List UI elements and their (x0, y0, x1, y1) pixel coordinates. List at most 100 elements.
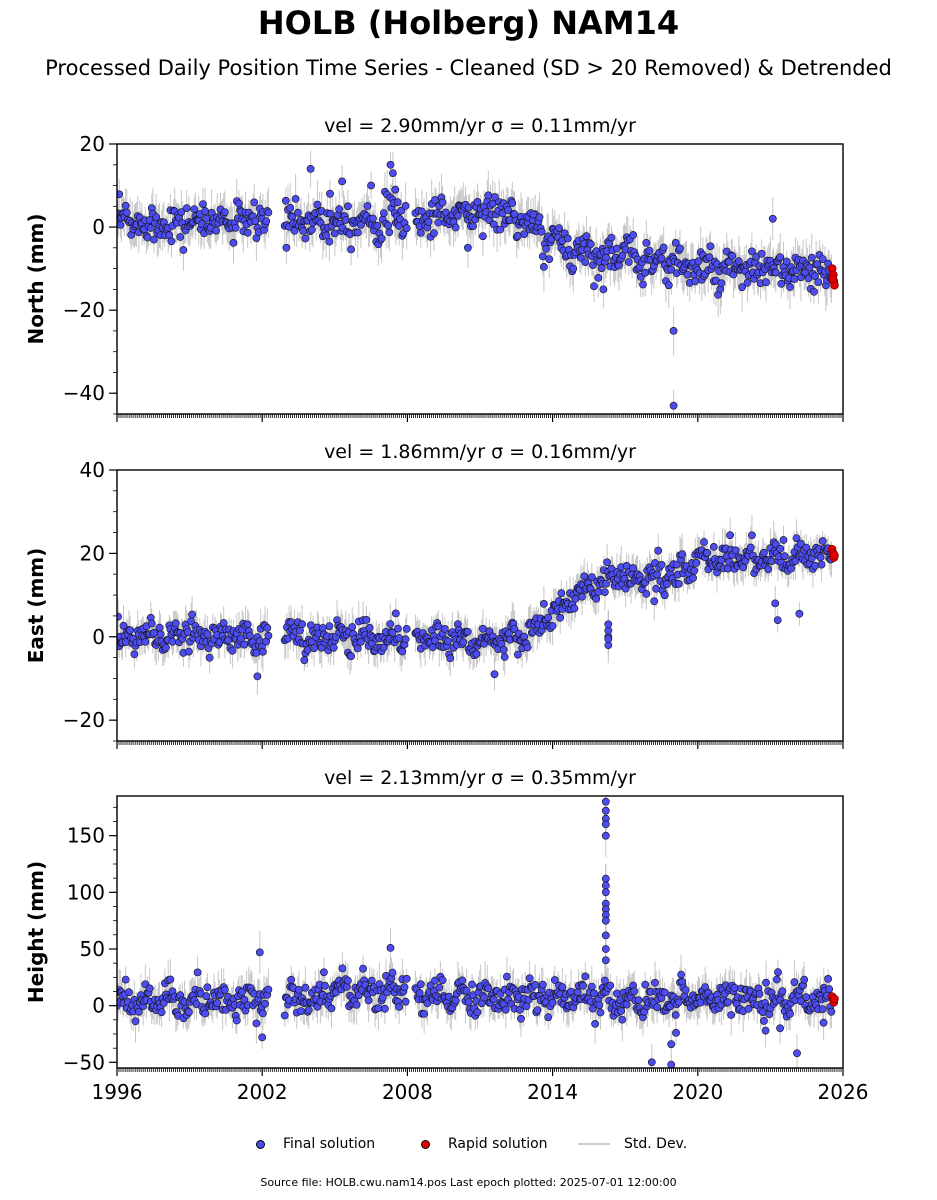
panel-title: vel = 2.90mm/yr σ = 0.11mm/yr (324, 115, 636, 137)
final-solution-point (607, 233, 616, 242)
final-solution-point (462, 986, 471, 995)
final-solution-point (596, 1008, 605, 1017)
final-solution-point (384, 221, 393, 230)
final-solution-point (651, 978, 659, 987)
final-solution-point (426, 981, 435, 990)
final-solution-point (782, 257, 791, 266)
final-solution-point (428, 643, 437, 652)
final-solution-point (587, 982, 596, 991)
final-solution-point (586, 240, 595, 249)
y-tick-label: −20 (63, 708, 105, 732)
final-solution-point (743, 278, 752, 287)
y-tick-label: 20 (80, 541, 105, 565)
final-solution-point (594, 588, 603, 596)
final-solution-point (802, 543, 811, 552)
final-solution-point (556, 613, 565, 622)
final-solution-point (402, 625, 411, 633)
y-tick-label: −20 (63, 298, 105, 322)
final-solution-point (146, 224, 155, 232)
final-solution-point (473, 1008, 482, 1017)
final-solution-point (671, 238, 680, 247)
panel-1: −40 −20 0 20 vel = 2.90mm/yr σ = 0.11mm/yr No… (24, 115, 844, 422)
final-solution-point (776, 1024, 784, 1033)
final-solution-point (126, 626, 135, 635)
final-solution-point (537, 227, 546, 236)
final-solution-point (388, 968, 397, 977)
final-solution-point (500, 653, 509, 661)
final-solution-point (347, 245, 355, 254)
final-solution-point (744, 1004, 753, 1013)
plot-area (117, 796, 839, 1068)
final-solution-point (738, 283, 746, 292)
final-solution-point (297, 1007, 305, 1015)
final-solution-point (660, 988, 669, 997)
final-solution-point (145, 984, 154, 993)
final-solution-point (264, 208, 273, 217)
final-solution-point (313, 200, 322, 209)
y-tick-label: 0 (92, 215, 105, 239)
final-solution-point (335, 205, 344, 214)
final-solution-point (664, 281, 673, 290)
rapid-solution-point (830, 551, 839, 560)
final-solution-point (416, 228, 425, 237)
final-solution-point (202, 214, 211, 223)
final-solution-point (508, 199, 517, 207)
final-solution-point (818, 1005, 827, 1013)
final-solution-point (590, 989, 598, 998)
final-solution-point (642, 238, 651, 247)
final-solution-point (678, 550, 687, 559)
final-solution-point (667, 1060, 676, 1068)
final-solution-point (667, 1040, 676, 1049)
final-solution-point (220, 208, 229, 216)
figure-subtitle: Processed Daily Position Time Series - C… (45, 56, 892, 80)
final-solution-point (675, 998, 683, 1007)
final-solution-point (779, 536, 788, 544)
final-solution-point (229, 238, 238, 247)
final-solution-points (117, 160, 836, 410)
final-solution-point (814, 278, 823, 286)
final-solution-point (264, 985, 273, 994)
final-solution-point (212, 226, 220, 235)
final-solution-point (602, 253, 610, 262)
final-solution-point (599, 285, 608, 294)
final-solution-point (301, 234, 310, 243)
final-solution-points (117, 797, 836, 1068)
final-solution-point (243, 228, 252, 237)
final-solution-point (290, 226, 299, 235)
final-solution-point (199, 200, 207, 208)
final-solution-point (182, 204, 191, 212)
y-tick-label: −40 (63, 381, 105, 405)
final-solution-point (548, 998, 557, 1007)
final-solution-point (367, 976, 376, 985)
final-solution-point (286, 203, 295, 212)
final-solution-point (677, 970, 685, 979)
final-solution-point (240, 640, 249, 649)
final-solution-point (641, 980, 650, 989)
y-axis-label: East (mm) (24, 548, 48, 664)
final-solution-point (130, 650, 139, 659)
final-solution-point (484, 984, 493, 993)
time-series-plots: −40 −20 0 20 vel = 2.90mm/yr σ = 0.11mm/yr No… (24, 115, 868, 1104)
final-solution-point (179, 246, 188, 254)
final-solution-point (601, 831, 610, 840)
final-solution-point (690, 566, 699, 575)
final-solution-point (667, 265, 676, 274)
final-solution-point (438, 976, 447, 985)
final-solution-point (570, 604, 579, 613)
final-solution-point (386, 944, 395, 952)
final-solution-point (301, 983, 310, 992)
final-solution-point (538, 252, 547, 261)
final-solution-point (424, 217, 433, 226)
final-solution-point (363, 202, 372, 210)
final-solution-point (601, 874, 610, 883)
final-solution-point (748, 531, 756, 540)
final-solution-point (318, 624, 327, 632)
final-solution-point (353, 644, 362, 653)
std-dev-bars (117, 796, 832, 1068)
final-solution-point (672, 560, 681, 569)
final-solution-point (601, 916, 610, 925)
final-solution-point (401, 997, 410, 1006)
final-solution-point (463, 243, 472, 252)
final-solution-point (634, 996, 643, 1004)
final-solution-point (819, 1018, 828, 1027)
